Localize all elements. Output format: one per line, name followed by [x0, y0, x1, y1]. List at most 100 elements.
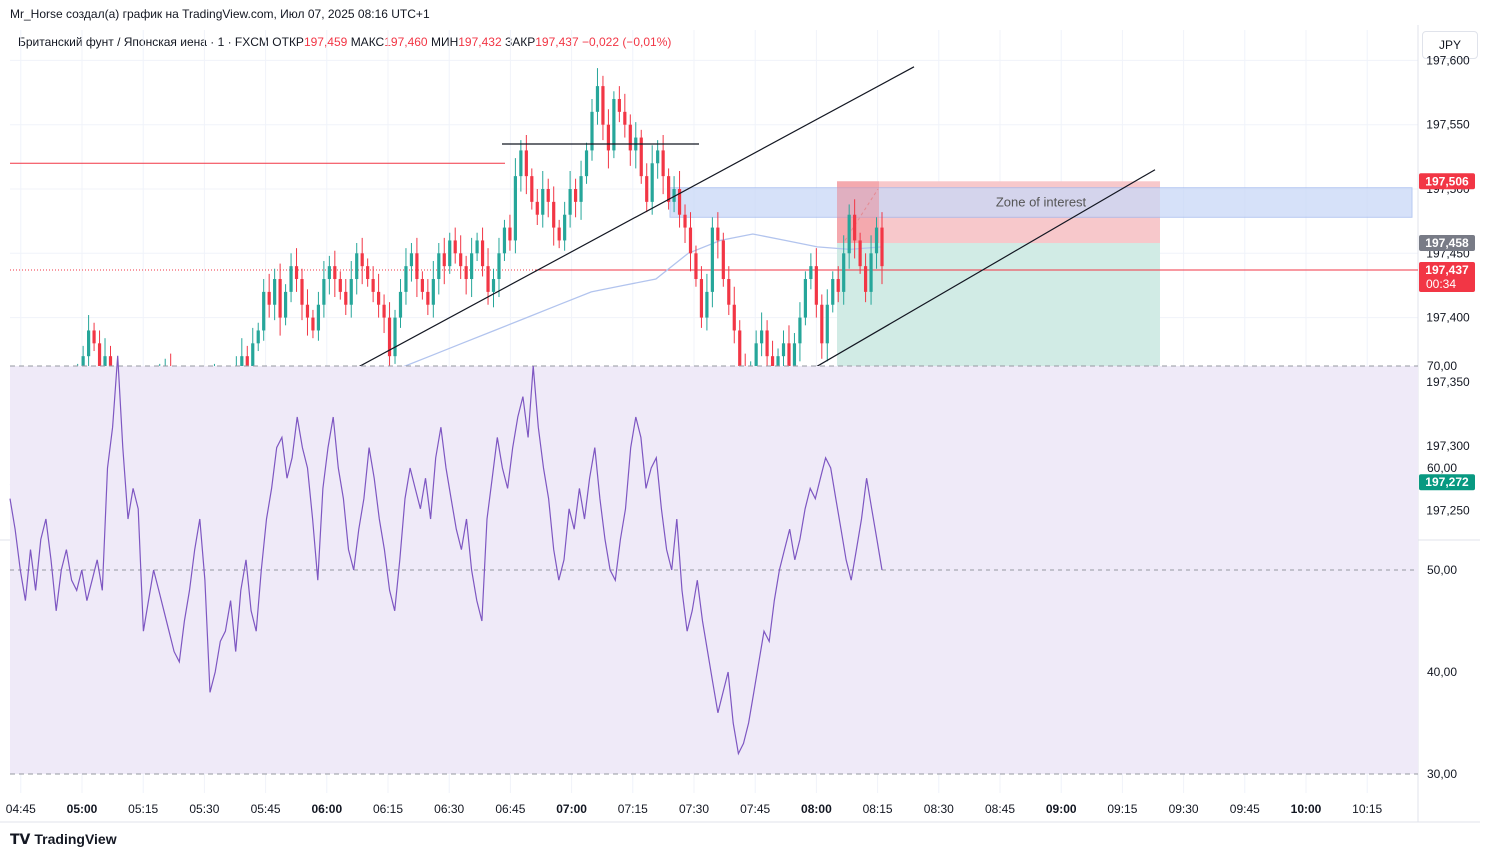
candle-body: [656, 150, 660, 164]
candle-body: [573, 189, 578, 202]
time-tick-label: 09:15: [1107, 802, 1137, 816]
candle-body: [842, 253, 846, 292]
candle-body: [781, 343, 786, 357]
candle-body: [448, 240, 452, 267]
price-tag-value: 197,458: [1425, 236, 1469, 250]
candle-body: [628, 124, 632, 151]
time-tick-label: 05:30: [189, 802, 219, 816]
candle-body: [442, 253, 446, 267]
tradingview-logo[interactable]: 𝗧𝗩 TradingView: [10, 831, 117, 848]
price-tick-label: 197,350: [1426, 375, 1470, 389]
candle-body: [667, 176, 671, 202]
price-tag-value: 197,506: [1425, 174, 1469, 188]
price-tag-target: [1419, 474, 1475, 491]
candle-body: [464, 266, 468, 280]
candle-body: [776, 356, 780, 370]
candle-body: [294, 266, 299, 280]
candle-body: [880, 227, 884, 267]
price-tag-stop: [1419, 173, 1475, 190]
time-tick-label: 06:00: [311, 802, 342, 816]
time-tick-label: 06:15: [373, 802, 403, 816]
candle-body: [502, 227, 507, 254]
candle-body: [480, 240, 485, 267]
candle-body: [278, 279, 282, 318]
candle-body: [798, 317, 802, 344]
time-tick-label: 08:45: [985, 802, 1015, 816]
zone-label: Zone of interest: [996, 195, 1087, 210]
candle-body: [688, 227, 693, 254]
time-tick-label: 06:45: [495, 802, 525, 816]
candle-body: [486, 266, 490, 292]
time-tick-label: 05:00: [67, 802, 98, 816]
zone-of-interest: [669, 187, 1413, 218]
candle-body: [245, 356, 249, 370]
high-label: МАКС: [350, 35, 385, 49]
candle-body: [563, 214, 567, 241]
axes: 197,250197,300197,350197,400197,450197,5…: [6, 53, 1470, 816]
candle-body: [273, 279, 277, 305]
currency-button[interactable]: JPY: [1422, 31, 1478, 59]
candle-body: [584, 150, 589, 177]
candle-body: [787, 343, 791, 370]
candle-body: [387, 317, 392, 357]
candle-body: [333, 266, 337, 280]
candle-body: [694, 253, 698, 280]
candle-body: [677, 189, 682, 215]
candle-body: [497, 253, 501, 280]
price-tag-entry: [1419, 235, 1475, 252]
candle-body: [874, 227, 879, 254]
branding-text: TradingView: [34, 831, 117, 847]
candle-body: [382, 304, 386, 318]
candle-body: [699, 279, 704, 318]
candle-body: [738, 330, 742, 370]
candles: [10, 68, 884, 483]
entry-highlight: [837, 181, 879, 244]
symbol-legend: Британский фунт / Японская иена · 1 · FX…: [18, 35, 671, 49]
candle-body: [289, 266, 293, 292]
candle-body: [305, 304, 310, 318]
time-tick-label: 07:15: [618, 802, 648, 816]
position-diagonal: [844, 188, 879, 241]
price-tick-label: 197,300: [1426, 439, 1470, 453]
price-tick-label: 197,400: [1426, 311, 1470, 325]
candle-body: [283, 291, 288, 318]
price-tick-label: 197,550: [1426, 118, 1470, 132]
countdown-label: 00:34: [1426, 277, 1456, 291]
rsi-tick-label: 60,00: [1427, 461, 1457, 475]
candle-body: [404, 266, 408, 292]
candle-body: [809, 266, 813, 280]
time-tick-label: 09:30: [1169, 802, 1199, 816]
price-tag-last: [1419, 262, 1475, 293]
candle-body: [831, 279, 835, 305]
candle-body: [300, 279, 304, 305]
change-value: −0,022 (−0,01%): [581, 35, 672, 49]
candle-body: [344, 291, 348, 305]
candle-body: [459, 253, 463, 267]
time-tick-label: 06:30: [434, 802, 464, 816]
candle-body: [371, 279, 375, 292]
candle-body: [475, 240, 479, 254]
price-tag-value: 197,272: [1425, 475, 1469, 489]
rsi-line: [9, 355, 883, 756]
candle-body: [256, 330, 260, 344]
candle-body: [415, 253, 419, 280]
candle-body: [355, 253, 359, 280]
candle-body: [820, 304, 824, 344]
candle-body: [311, 317, 315, 331]
candle-body: [431, 279, 435, 305]
candle-body: [683, 214, 687, 228]
candle-body: [836, 279, 840, 292]
candle-body: [645, 176, 649, 202]
candle-body: [377, 291, 381, 305]
candle-body: [716, 227, 720, 241]
price-tick-label: 197,600: [1426, 53, 1470, 67]
candle-body: [546, 189, 550, 202]
rsi-tick-label: 50,00: [1427, 563, 1457, 577]
candle-body: [524, 150, 528, 177]
tv-logo-icon: 𝗧𝗩: [10, 831, 31, 847]
candle-body: [426, 291, 430, 305]
candle-body: [316, 304, 321, 331]
candle-body: [103, 356, 107, 370]
